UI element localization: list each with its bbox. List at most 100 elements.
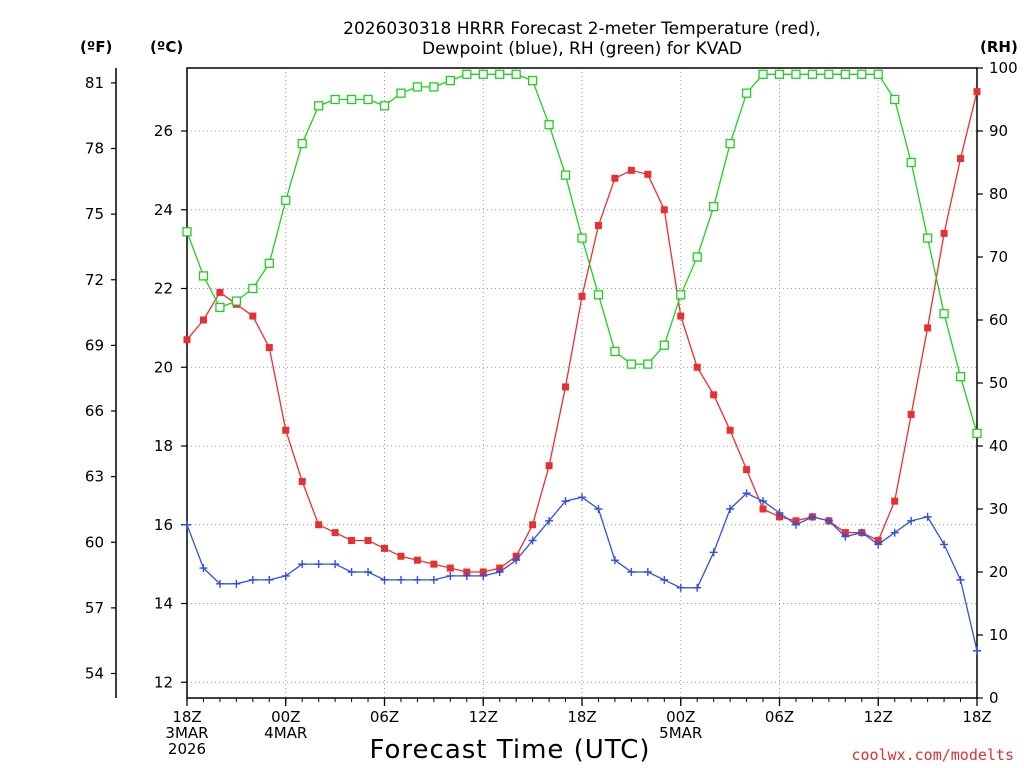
rh-point (346, 94, 357, 105)
temperature-point (315, 521, 323, 529)
rh-point (593, 290, 604, 300)
fahrenheit-tick-label: 69 (85, 336, 104, 354)
dewpoint-point (462, 571, 471, 580)
rh-point (379, 101, 390, 111)
x-tick-label: 06Z (370, 708, 399, 726)
fahrenheit-unit-label: (ºF) (80, 38, 112, 56)
temperature-point (545, 462, 553, 470)
rh-point (396, 88, 406, 98)
temperature-point (381, 544, 388, 552)
dewpoint-point (643, 568, 652, 576)
temperature-point (562, 383, 570, 391)
dewpoint-point (676, 583, 685, 592)
fahrenheit-tick-label: 66 (85, 402, 104, 420)
temperature-point (957, 155, 965, 163)
dewpoint-point (775, 508, 784, 517)
rh-point (264, 258, 274, 268)
rh-tick-label: 90 (989, 122, 1008, 140)
celsius-tick-label: 26 (154, 122, 173, 140)
dewpoint-point (347, 568, 356, 576)
rh-point (857, 69, 867, 79)
temperature-point (364, 537, 372, 544)
x-tick-label: 4MAR (264, 724, 307, 742)
rh-point (807, 69, 818, 79)
x-tick-label: 5MAR (659, 724, 702, 742)
temperature-point (940, 229, 948, 237)
dewpoint-point (528, 536, 537, 545)
celsius-tick-label: 22 (154, 280, 173, 298)
rh-point (840, 69, 850, 79)
dewpoint-point (512, 556, 521, 565)
temperature-point (331, 529, 339, 537)
rh-point (544, 120, 554, 130)
rh-tick-label: 50 (989, 374, 1008, 392)
fahrenheit-tick-label: 75 (85, 205, 104, 223)
dewpoint-point (479, 571, 488, 580)
dewpoint-point (248, 575, 257, 584)
fahrenheit-tick-label: 54 (85, 665, 104, 683)
rh-point (774, 69, 785, 79)
dewpoint-point (841, 532, 850, 541)
dewpoint-point (396, 575, 405, 584)
rh-point (890, 94, 900, 105)
rh-point (626, 359, 637, 369)
dewpoint-point (364, 568, 373, 576)
dewpoint-point (495, 568, 504, 576)
dewpoint-point (215, 579, 224, 588)
rh-point (824, 69, 834, 79)
rh-point (445, 75, 455, 86)
axes: 54 57 60 63 66 69 72 75 78 81 12 14 16 18 20 22 24 26 0 10 2… (85, 59, 1018, 758)
rh-point (478, 69, 488, 79)
series-dewpoint (183, 489, 981, 655)
rh-point (659, 340, 669, 350)
dewpoint-point (380, 575, 389, 584)
temperature-point (710, 391, 718, 399)
rh-point (412, 82, 423, 92)
fahrenheit-tick-label: 63 (85, 468, 104, 486)
temperature-point (216, 288, 224, 296)
x-tick-label: 12Z (469, 708, 498, 726)
dewpoint-point (265, 575, 274, 584)
rh-point (231, 296, 242, 306)
dewpoint-point (413, 575, 422, 584)
rh-point (198, 271, 209, 281)
temperature-point (677, 312, 685, 320)
rh-tick-label: 20 (989, 563, 1008, 581)
temperature-point (891, 497, 899, 505)
temperature-point (397, 552, 405, 560)
celsius-tick-label: 20 (154, 358, 173, 376)
celsius-tick-label: 14 (154, 595, 173, 613)
celsius-unit-label: (ºC) (150, 38, 183, 56)
rh-point (692, 252, 702, 262)
rh-point (972, 428, 982, 439)
dewpoint-point (298, 560, 307, 569)
dewpoint-point (808, 512, 817, 521)
dewpoint-point (726, 505, 735, 513)
rh-point (791, 69, 801, 79)
temperature-point (529, 521, 537, 529)
temperature-point (430, 560, 438, 568)
fahrenheit-tick-label: 78 (85, 140, 104, 158)
dewpoint-point (429, 575, 438, 584)
series-rh (182, 69, 982, 439)
dewpoint-point (660, 575, 669, 584)
temperature-point (183, 336, 191, 344)
temperature-point (594, 222, 602, 229)
rh-point (610, 346, 620, 357)
temperature-point (693, 363, 701, 371)
temperature-point (627, 166, 635, 174)
gridlines (187, 68, 977, 698)
dewpoint-point (742, 489, 751, 498)
temperature-point (249, 312, 257, 320)
celsius-tick-label: 12 (154, 673, 173, 691)
dewpoint-point (693, 583, 702, 592)
temperature-point (907, 411, 915, 418)
rh-point (709, 201, 719, 212)
rh-point (182, 227, 192, 237)
celsius-tick-label: 18 (154, 437, 173, 455)
x-tick-label: 2026 (168, 740, 206, 758)
rh-tick-label: 80 (989, 185, 1008, 203)
series-layer (182, 69, 982, 655)
rh-point (643, 359, 653, 369)
temperature-point (924, 324, 932, 332)
